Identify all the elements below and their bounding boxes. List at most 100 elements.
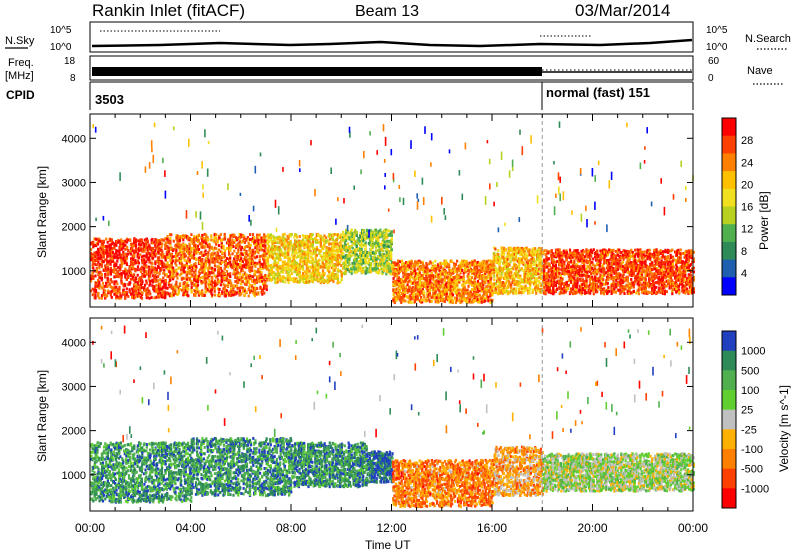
- range-cell: [254, 256, 257, 260]
- range-cell: [363, 238, 366, 241]
- range-cell: [369, 231, 372, 234]
- range-cell: [276, 241, 279, 245]
- range-cell: [345, 261, 348, 265]
- range-cell: [390, 239, 393, 242]
- range-cell: [321, 276, 325, 280]
- range-cell: [241, 264, 245, 268]
- range-cell: [245, 279, 248, 283]
- range-cell: [369, 229, 372, 232]
- range-cell: [159, 268, 162, 272]
- range-cell: [196, 248, 199, 251]
- range-cell: [414, 264, 417, 268]
- range-cell: [281, 243, 284, 247]
- range-cell: [108, 248, 111, 252]
- range-cell: [302, 252, 305, 256]
- range-cell: [196, 288, 199, 291]
- range-cell: [200, 250, 203, 254]
- range-cell: [394, 295, 397, 299]
- range-cell: [195, 266, 198, 270]
- range-cell: [245, 237, 248, 241]
- range-cell: [197, 239, 201, 242]
- range-cell: [386, 239, 389, 243]
- range-cell: [383, 261, 386, 265]
- range-cell: [421, 260, 424, 264]
- range-cell: [316, 238, 319, 242]
- range-cell: [270, 268, 274, 272]
- range-cell: [212, 248, 215, 252]
- range-cell: [228, 246, 231, 250]
- range-cell: [187, 251, 190, 255]
- range-cell: [129, 281, 132, 285]
- range-cell: [287, 236, 290, 239]
- range-cell: [239, 266, 242, 269]
- range-cell: [372, 268, 375, 272]
- range-cell: [122, 288, 125, 292]
- range-cell: [355, 259, 358, 263]
- range-cell: [338, 262, 341, 266]
- range-cell: [305, 280, 308, 284]
- range-cell: [162, 285, 165, 289]
- range-cell: [111, 270, 114, 273]
- range-cell: [131, 244, 134, 248]
- range-cell: [402, 280, 405, 284]
- range-cell: [270, 278, 274, 282]
- range-cell: [153, 289, 156, 293]
- range-cell: [113, 252, 116, 256]
- range-cell: [292, 247, 295, 251]
- range-cell: [351, 235, 354, 239]
- range-cell: [264, 254, 267, 258]
- range-cell: [425, 298, 429, 302]
- range-cell: [228, 237, 232, 241]
- range-cell: [387, 229, 390, 233]
- range-cell: [420, 296, 423, 299]
- range-cell: [125, 287, 128, 291]
- range-cell: [245, 256, 248, 259]
- range-cell: [153, 285, 156, 289]
- range-cell: [422, 293, 425, 297]
- range-cell: [345, 231, 348, 235]
- range-cell: [94, 258, 97, 262]
- range-cell: [149, 279, 152, 283]
- range-cell: [217, 291, 221, 295]
- range-cell: [266, 257, 270, 261]
- range-cell: [257, 270, 260, 274]
- range-cell: [117, 240, 120, 244]
- range-cell: [134, 289, 138, 293]
- range-cell: [282, 239, 285, 243]
- range-cell: [134, 238, 138, 242]
- range-cell: [174, 261, 177, 265]
- range-cell: [190, 290, 193, 294]
- range-cell: [346, 260, 349, 264]
- range-cell: [196, 235, 200, 239]
- range-cell: [271, 253, 275, 256]
- range-cell: [256, 277, 259, 281]
- range-cell: [208, 286, 211, 290]
- range-cell: [190, 253, 193, 257]
- range-cell: [378, 271, 381, 274]
- range-cell: [150, 270, 153, 274]
- range-cell: [290, 272, 293, 276]
- range-cell: [390, 248, 393, 252]
- range-cell: [235, 260, 239, 263]
- range-cell: [357, 264, 360, 268]
- range-cell: [410, 280, 413, 284]
- range-cell: [350, 272, 353, 275]
- range-cell: [134, 240, 138, 244]
- range-cell: [211, 258, 214, 262]
- range-cell: [140, 282, 144, 285]
- range-cell: [241, 260, 245, 263]
- range-cell: [333, 269, 336, 272]
- range-cell: [430, 271, 433, 275]
- range-cell: [109, 285, 112, 288]
- range-cell: [421, 288, 424, 291]
- range-cell: [145, 292, 148, 296]
- range-cell: [191, 266, 194, 270]
- range-cell: [319, 280, 322, 283]
- range-cell: [303, 240, 306, 244]
- range-cell: [368, 240, 372, 244]
- range-cell: [441, 262, 444, 265]
- range-cell: [175, 249, 178, 252]
- range-cell: [241, 234, 245, 237]
- range-cell: [180, 268, 183, 272]
- range-cell: [284, 252, 287, 256]
